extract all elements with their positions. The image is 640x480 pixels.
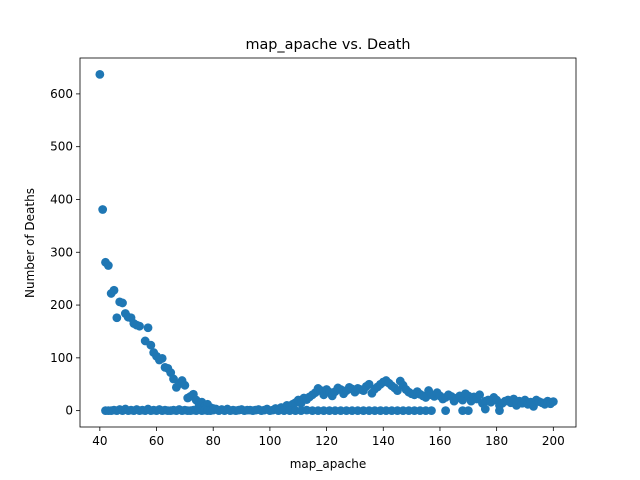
data-point (146, 340, 156, 350)
data-point (427, 406, 436, 416)
y-tick-label: 200 (50, 298, 73, 312)
x-tick-label: 140 (372, 434, 395, 448)
data-point (157, 353, 167, 363)
data-point (118, 298, 127, 308)
x-tick-label: 100 (258, 434, 281, 448)
plot-frame (79, 57, 577, 428)
x-tick-label: 200 (542, 434, 565, 448)
axes: 40 60 80 100 120 140 160 180 200 0 100 200 300 400 500… (50, 57, 577, 448)
data-point (98, 205, 108, 214)
x-tick-label: 60 (149, 434, 164, 448)
data-points (95, 69, 558, 416)
y-tick-label: 100 (50, 351, 73, 365)
data-point (143, 323, 153, 333)
x-tick-label: 40 (92, 434, 107, 448)
data-point (393, 386, 402, 395)
data-point (135, 321, 144, 331)
data-point (112, 313, 122, 323)
data-point (180, 380, 190, 390)
data-point (95, 69, 105, 79)
y-tick-label: 600 (50, 87, 73, 101)
x-tick-label: 180 (485, 434, 508, 448)
data-point (441, 406, 451, 416)
data-point (109, 285, 119, 295)
x-tick-label: 160 (429, 434, 452, 448)
x-tick-label: 80 (206, 434, 221, 448)
data-point (103, 261, 113, 270)
y-tick-label: 500 (50, 140, 73, 154)
chart-title: map_apache vs. Death (245, 37, 410, 53)
y-tick-label: 0 (65, 404, 73, 418)
data-point (495, 406, 504, 416)
data-point (475, 390, 485, 400)
y-tick-label: 300 (50, 245, 73, 259)
y-tick-label: 400 (50, 192, 73, 206)
x-axis-label: map_apache (290, 457, 367, 471)
x-tick-label: 120 (315, 434, 338, 448)
y-axis-label: Number of Deaths (23, 188, 37, 298)
data-point (463, 406, 473, 416)
data-point (480, 404, 490, 414)
data-point (548, 397, 558, 407)
